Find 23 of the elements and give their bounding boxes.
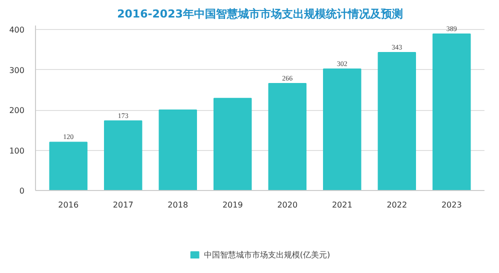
bar	[432, 33, 471, 190]
x-tick-label: 2018	[168, 200, 188, 210]
x-tick-label: 2019	[222, 200, 243, 210]
bar	[268, 82, 306, 190]
x-tick-label: 2020	[277, 200, 298, 210]
x-tick-label: 2022	[386, 200, 408, 210]
y-tick-label: 0	[19, 186, 25, 196]
bar	[323, 68, 362, 190]
chart-title: 2016-2023年中国智慧城市市场支出规模统计情况及预测	[117, 8, 403, 20]
y-tick-label: 200	[9, 106, 25, 116]
bar	[49, 142, 88, 190]
y-tick-label: 400	[9, 26, 25, 35]
y-tick-label: 300	[9, 66, 25, 75]
y-tick-label: 100	[9, 146, 25, 156]
bar	[378, 52, 416, 190]
legend-label: 中国智慧城市市场支出规模(亿美元)	[204, 249, 330, 260]
bar	[214, 98, 252, 190]
x-tick-label: 2021	[332, 200, 352, 210]
x-tick-label: 2016	[58, 200, 79, 210]
bar	[158, 110, 197, 190]
bar	[104, 120, 142, 190]
x-tick-label: 2023	[441, 200, 462, 210]
x-tick-label: 2017	[112, 200, 134, 210]
